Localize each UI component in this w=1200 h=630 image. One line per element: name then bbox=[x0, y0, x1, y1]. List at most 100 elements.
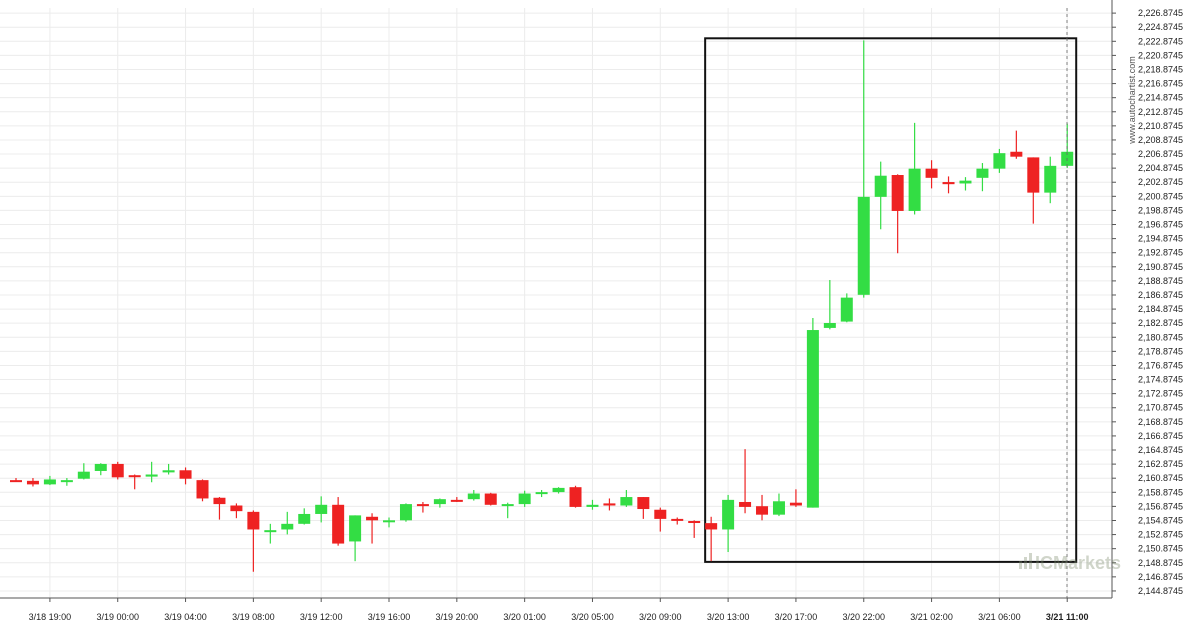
candle-bearish bbox=[213, 497, 226, 520]
candle-body bbox=[857, 196, 870, 295]
candle-bullish bbox=[620, 490, 633, 507]
candle-bearish bbox=[789, 489, 802, 507]
x-tick-label: 3/20 17:00 bbox=[775, 612, 818, 622]
candle-bearish bbox=[484, 492, 497, 506]
candle-bullish bbox=[518, 490, 531, 507]
candle-bullish bbox=[281, 511, 294, 535]
candle-body bbox=[94, 463, 107, 471]
brand-label: ICMarkets bbox=[1035, 553, 1121, 573]
y-tick-label: 2,188.8745 bbox=[1138, 276, 1183, 286]
y-tick-label: 2,210.8745 bbox=[1138, 121, 1183, 131]
y-tick-label: 2,164.8745 bbox=[1138, 445, 1183, 455]
candle-bullish bbox=[315, 496, 328, 523]
candle-body bbox=[620, 497, 633, 506]
candle-body bbox=[196, 480, 209, 499]
candle-body bbox=[1044, 165, 1057, 193]
candle-bullish bbox=[433, 498, 446, 508]
candle-bearish bbox=[654, 507, 667, 532]
y-tick-label: 2,190.8745 bbox=[1138, 262, 1183, 272]
candle-body bbox=[60, 480, 73, 483]
x-tick-label: 3/19 08:00 bbox=[232, 612, 275, 622]
candle-bullish bbox=[908, 122, 921, 215]
candle-body bbox=[654, 509, 667, 519]
candle-bullish bbox=[1044, 156, 1057, 204]
candle-bullish bbox=[722, 494, 735, 553]
candle-body bbox=[145, 474, 158, 477]
candle-body bbox=[315, 504, 328, 514]
candle-body bbox=[162, 470, 175, 473]
candle-bearish bbox=[196, 479, 209, 502]
candle-bullish bbox=[976, 163, 989, 192]
y-tick-label: 2,170.8745 bbox=[1138, 403, 1183, 413]
candle-bearish bbox=[179, 467, 192, 485]
y-tick-label: 2,176.8745 bbox=[1138, 360, 1183, 370]
y-tick-label: 2,218.8745 bbox=[1138, 64, 1183, 74]
y-tick-label: 2,144.8745 bbox=[1138, 586, 1183, 596]
candle-bearish bbox=[688, 520, 701, 538]
y-tick-label: 2,182.8745 bbox=[1138, 318, 1183, 328]
icmarkets-logo: ICMarkets bbox=[1019, 553, 1121, 573]
y-tick-label: 2,158.8745 bbox=[1138, 487, 1183, 497]
logo-bar-1 bbox=[1019, 561, 1022, 569]
x-tick-label: 3/20 01:00 bbox=[503, 612, 546, 622]
y-tick-label: 2,156.8745 bbox=[1138, 501, 1183, 511]
y-tick-label: 2,212.8745 bbox=[1138, 107, 1183, 117]
y-tick-label: 2,206.8745 bbox=[1138, 149, 1183, 159]
y-tick-label: 2,166.8745 bbox=[1138, 431, 1183, 441]
candle-body bbox=[230, 505, 243, 512]
candle-bullish bbox=[857, 40, 870, 298]
candle-bullish bbox=[145, 461, 158, 483]
candle-body bbox=[772, 501, 785, 515]
candle-bullish bbox=[94, 463, 107, 476]
candle-body bbox=[959, 180, 972, 184]
candle-bullish bbox=[772, 493, 785, 517]
x-tick-label: 3/21 06:00 bbox=[978, 612, 1021, 622]
candle-bearish bbox=[128, 474, 141, 490]
y-tick-label: 2,178.8745 bbox=[1138, 346, 1183, 356]
candle-body bbox=[603, 503, 616, 506]
x-tick-label: 3/19 12:00 bbox=[300, 612, 343, 622]
y-tick-label: 2,168.8745 bbox=[1138, 417, 1183, 427]
candle-body bbox=[332, 504, 345, 544]
candle-bearish bbox=[739, 449, 752, 514]
candle-body bbox=[942, 182, 955, 185]
candle-bullish bbox=[162, 463, 175, 475]
candle-bearish bbox=[1010, 130, 1023, 159]
x-tick-label: 3/20 13:00 bbox=[707, 612, 750, 622]
candle-body bbox=[10, 480, 22, 483]
candle-bearish bbox=[569, 485, 582, 508]
y-tick-label: 2,186.8745 bbox=[1138, 290, 1183, 300]
x-tick-label: 3/19 20:00 bbox=[436, 612, 479, 622]
y-tick-label: 2,192.8745 bbox=[1138, 248, 1183, 258]
y-axis: 2,226.8745 2,224.8745 2,222.8745 2,220.8745… bbox=[1112, 8, 1183, 596]
candle-bearish bbox=[942, 176, 955, 194]
y-tick-label: 2,148.8745 bbox=[1138, 558, 1183, 568]
candle-bullish bbox=[552, 487, 565, 494]
candle-body bbox=[298, 513, 311, 524]
candle-bullish bbox=[840, 293, 853, 323]
x-tick-label: 3/20 05:00 bbox=[571, 612, 614, 622]
candle-bullish bbox=[823, 280, 836, 330]
candle-bearish bbox=[671, 517, 684, 525]
candle-body bbox=[281, 523, 294, 530]
candle-body bbox=[366, 516, 379, 521]
candle-bullish bbox=[349, 515, 362, 562]
candle-bullish bbox=[60, 478, 73, 486]
pattern-box-layer bbox=[704, 37, 1078, 563]
logo-bar-3 bbox=[1029, 553, 1032, 569]
candle-body bbox=[247, 511, 260, 530]
candle-body bbox=[518, 493, 531, 505]
candle-bullish bbox=[399, 503, 412, 522]
candle-bearish bbox=[416, 501, 429, 513]
candle-bullish bbox=[959, 177, 972, 191]
candle-body bbox=[26, 480, 39, 485]
candle-bearish bbox=[705, 516, 718, 562]
candle-bullish bbox=[467, 490, 480, 501]
x-tick-label: 3/20 09:00 bbox=[639, 612, 682, 622]
candle-body bbox=[552, 487, 565, 493]
candle-body bbox=[925, 168, 938, 178]
candle-body bbox=[806, 330, 819, 508]
y-tick-label: 2,220.8745 bbox=[1138, 50, 1183, 60]
candle-bearish bbox=[366, 513, 379, 544]
x-axis: 3/18 19:00 3/19 00:00 3/19 04:00 3/19 08:00… bbox=[29, 598, 1088, 622]
